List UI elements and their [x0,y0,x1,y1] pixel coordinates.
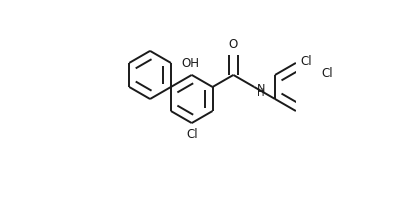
Text: Cl: Cl [301,55,312,68]
Text: Cl: Cl [186,128,198,141]
Text: Cl: Cl [321,67,333,80]
Text: H: H [257,88,265,98]
Text: N: N [257,84,266,94]
Text: O: O [229,38,238,51]
Text: OH: OH [182,57,200,70]
